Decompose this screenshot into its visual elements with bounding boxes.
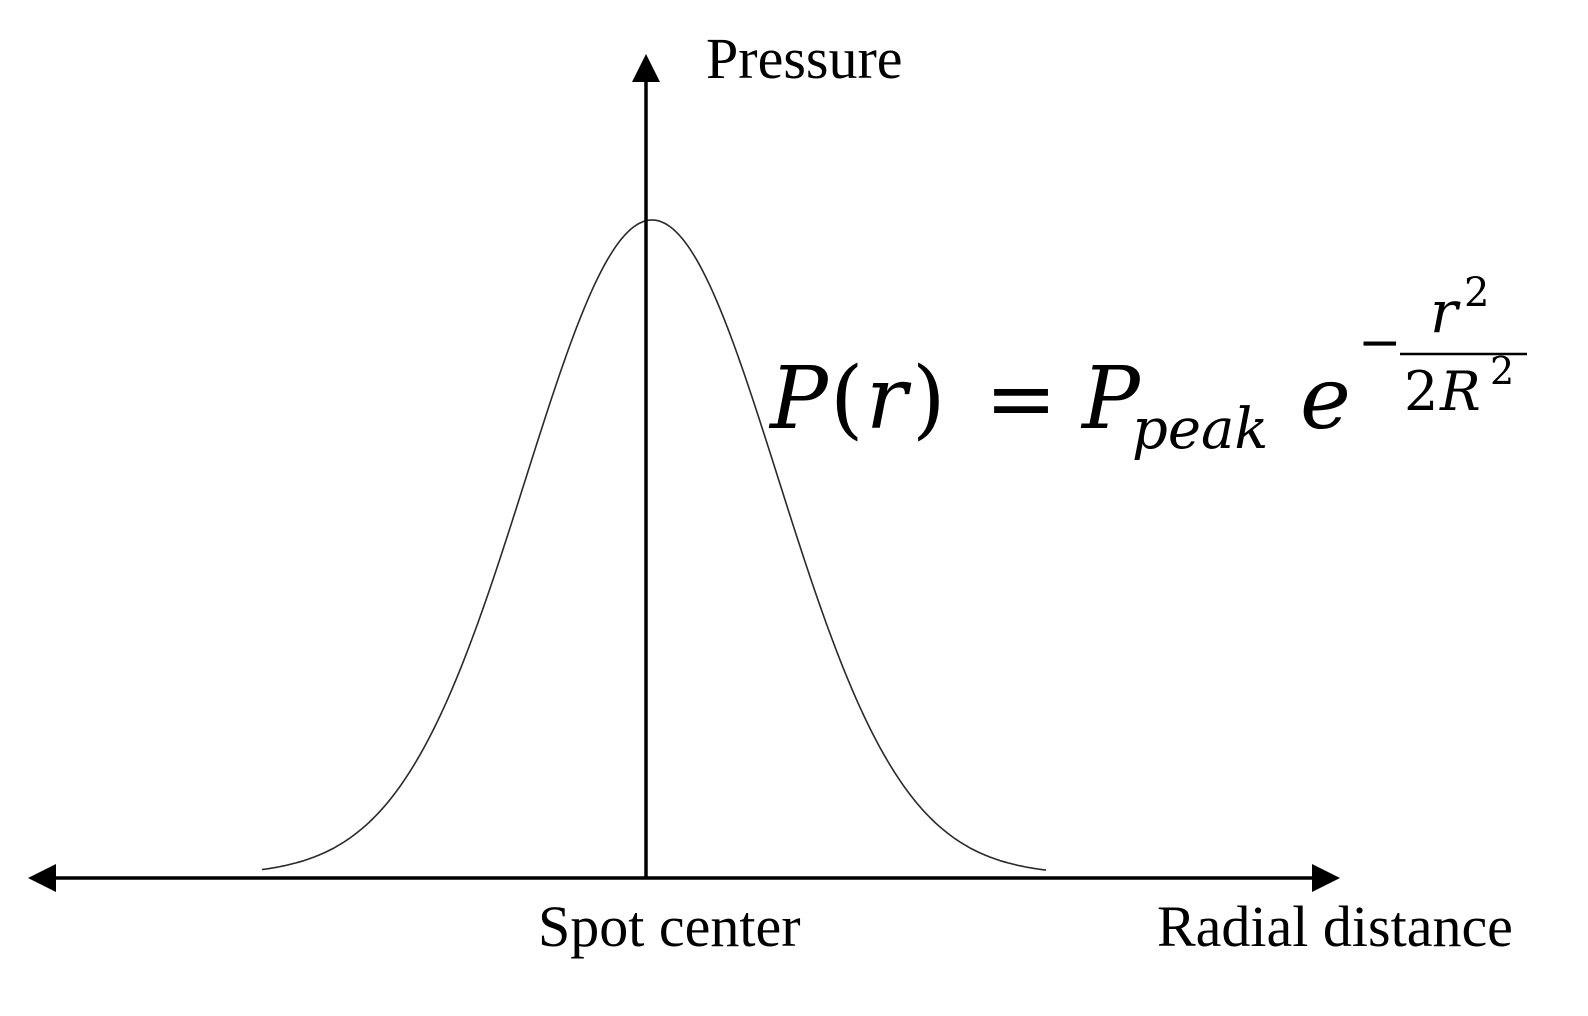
equation-rhs-symbol: P bbox=[1080, 349, 1142, 449]
pressure-axis-arrowhead bbox=[632, 54, 660, 82]
equation-exponent-denominator-coef: 2 bbox=[1404, 360, 1438, 423]
equation-rhs-subscript: peak bbox=[1132, 397, 1268, 462]
equation-lhs-function: P bbox=[768, 349, 830, 449]
equation-equals-sign: = bbox=[985, 349, 1057, 449]
equation-lhs-paren-close: ) bbox=[912, 349, 946, 449]
equation-lhs-variable: r bbox=[866, 349, 912, 449]
radial-axis-left-arrowhead bbox=[28, 864, 56, 892]
equation-exponent-numerator-power: 2 bbox=[1464, 270, 1489, 316]
spot-center-label: Spot center bbox=[538, 894, 801, 959]
equation-exponent-numerator-var: r bbox=[1430, 278, 1461, 346]
equation-exponent-denominator-var: R bbox=[1439, 360, 1481, 423]
gaussian-curve bbox=[261, 219, 1047, 871]
pressure-equation: P ( r ) = P peak e − r 2 2 R 2 bbox=[768, 270, 1527, 462]
equation-exponent-denominator-power: 2 bbox=[1490, 349, 1514, 393]
equation-exponent-minus: − bbox=[1358, 313, 1402, 373]
radial-distance-label: Radial distance bbox=[1157, 894, 1513, 959]
radial-axis-right-arrowhead bbox=[1312, 864, 1340, 892]
pressure-axis-label: Pressure bbox=[706, 26, 903, 91]
equation-lhs-paren-open: ( bbox=[830, 349, 864, 449]
equation-rhs-base: e bbox=[1300, 349, 1351, 449]
